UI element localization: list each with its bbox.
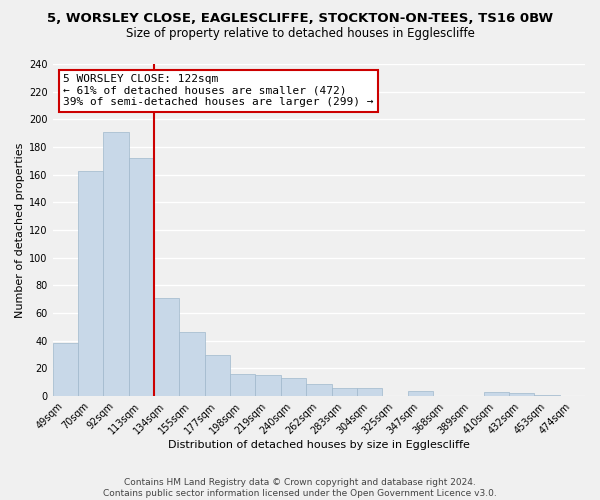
Bar <box>332 388 357 396</box>
Bar <box>256 376 281 396</box>
Bar <box>509 394 535 396</box>
Y-axis label: Number of detached properties: Number of detached properties <box>15 142 25 318</box>
Bar <box>407 390 433 396</box>
Bar <box>154 298 179 396</box>
Bar <box>53 344 78 396</box>
Bar <box>230 374 256 396</box>
Bar <box>357 388 382 396</box>
Bar <box>103 132 129 396</box>
Text: 5, WORSLEY CLOSE, EAGLESCLIFFE, STOCKTON-ON-TEES, TS16 0BW: 5, WORSLEY CLOSE, EAGLESCLIFFE, STOCKTON… <box>47 12 553 26</box>
X-axis label: Distribution of detached houses by size in Egglescliffe: Distribution of detached houses by size … <box>168 440 470 450</box>
Bar <box>129 158 154 396</box>
Text: Size of property relative to detached houses in Egglescliffe: Size of property relative to detached ho… <box>125 28 475 40</box>
Bar <box>306 384 332 396</box>
Bar <box>78 170 103 396</box>
Bar <box>179 332 205 396</box>
Bar <box>484 392 509 396</box>
Bar <box>281 378 306 396</box>
Text: Contains HM Land Registry data © Crown copyright and database right 2024.
Contai: Contains HM Land Registry data © Crown c… <box>103 478 497 498</box>
Bar <box>535 394 560 396</box>
Bar <box>205 354 230 396</box>
Text: 5 WORSLEY CLOSE: 122sqm
← 61% of detached houses are smaller (472)
39% of semi-d: 5 WORSLEY CLOSE: 122sqm ← 61% of detache… <box>63 74 374 107</box>
